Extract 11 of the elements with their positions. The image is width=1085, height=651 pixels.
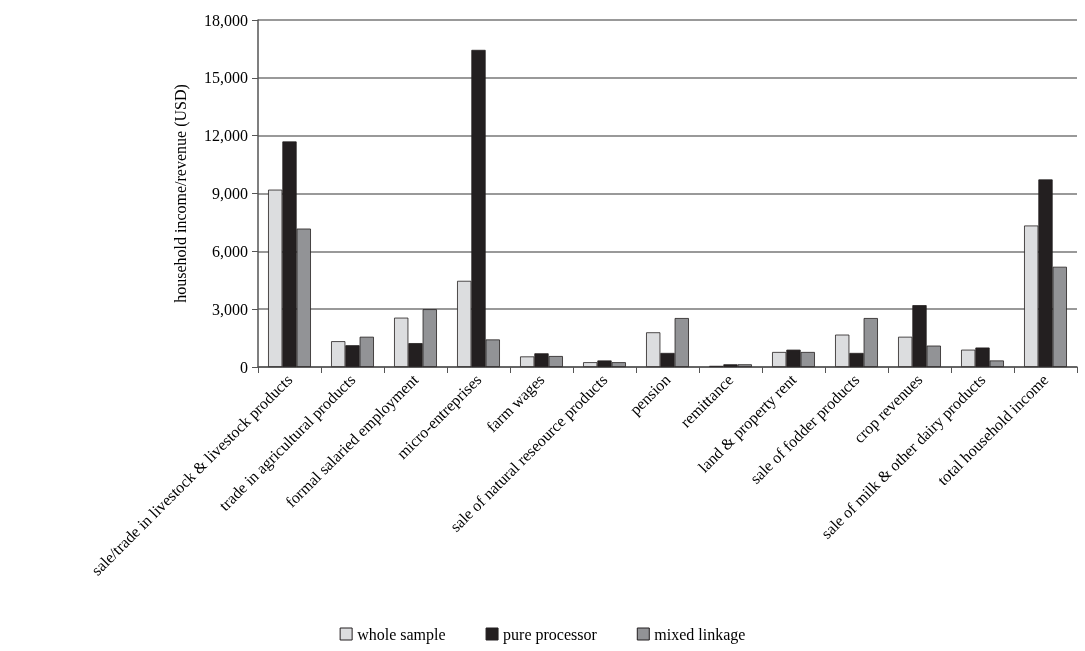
y-tick-label: 3,000 [212,300,248,318]
y-tick-label: 0 [240,358,248,376]
y-tick-label: 15,000 [204,69,248,87]
y-axis-title: household income/revenue (USD) [171,84,190,303]
y-tick-label: 12,000 [204,127,248,145]
legend-label: mixed linkage [654,625,746,644]
y-tick-label: 6,000 [212,242,248,260]
legend-label: whole sample [357,625,446,644]
legend-label: pure processor [503,625,598,644]
y-tick-label: 9,000 [212,185,248,202]
y-tick-label: 18,000 [204,11,248,29]
